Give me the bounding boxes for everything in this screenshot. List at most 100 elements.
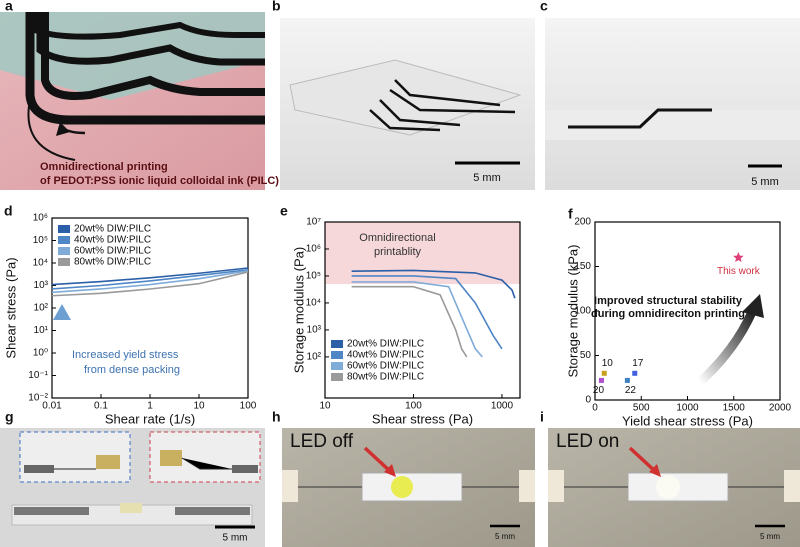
y-tick-label: 150 bbox=[574, 261, 591, 272]
x-tick-label: 0.1 bbox=[94, 401, 108, 412]
point-label: This work bbox=[717, 266, 761, 277]
legend-label: 20wt% DIW:PILC bbox=[347, 339, 424, 350]
legend-label: 40wt% DIW:PILC bbox=[74, 235, 151, 246]
series-line bbox=[351, 285, 468, 358]
panel-label: g bbox=[5, 409, 14, 425]
series-line bbox=[351, 269, 516, 299]
legend-swatch bbox=[58, 258, 70, 266]
x-tick-label: 1000 bbox=[676, 403, 699, 414]
scale-bar-label: 5 mm bbox=[760, 532, 780, 541]
y-tick-label: 10⁻² bbox=[28, 393, 48, 404]
photo-b bbox=[280, 18, 535, 190]
y-tick-label: 10⁴ bbox=[33, 258, 48, 269]
y-tick-label: 10⁶ bbox=[33, 213, 48, 224]
legend-swatch bbox=[331, 340, 343, 348]
series-line bbox=[51, 271, 249, 297]
panel-label: c bbox=[540, 0, 548, 14]
x-tick-label: 2000 bbox=[769, 403, 792, 414]
point bbox=[632, 370, 638, 376]
y-tick-label: 10⁰ bbox=[33, 348, 48, 359]
point-label: 17 bbox=[632, 358, 644, 369]
scale-bar-label: 5 mm bbox=[473, 172, 501, 184]
photo-c bbox=[545, 18, 800, 190]
led-tag: LED off bbox=[290, 431, 354, 452]
legend-swatch bbox=[331, 373, 343, 381]
y-tick-label: 10⁵ bbox=[33, 235, 48, 246]
y-tick-label: 10⁵ bbox=[306, 271, 321, 282]
y-tick-label: 50 bbox=[580, 350, 592, 361]
annotation-arrow bbox=[53, 304, 71, 320]
y-tick-label: 200 bbox=[574, 217, 591, 228]
photo-h bbox=[282, 428, 535, 547]
region bbox=[325, 222, 520, 285]
y-tick-label: 10² bbox=[34, 303, 49, 314]
point-label: 20 bbox=[593, 385, 605, 396]
annotation-arrow bbox=[742, 294, 764, 318]
point-label: 10 bbox=[602, 358, 614, 369]
legend-swatch bbox=[58, 225, 70, 233]
y-axis-label: Storage modulus (Pa) bbox=[291, 247, 306, 373]
point-label: 22 bbox=[625, 385, 637, 396]
x-tick-label: 500 bbox=[633, 403, 650, 414]
series-line bbox=[51, 268, 249, 290]
x-tick-label: 10 bbox=[319, 401, 331, 412]
panel-label: d bbox=[4, 203, 13, 219]
scale-bar-label: 5 mm bbox=[751, 176, 779, 188]
x-axis-label: Shear rate (1/s) bbox=[105, 411, 195, 426]
photo-a bbox=[0, 12, 265, 190]
y-tick-label: 100 bbox=[574, 306, 591, 317]
point bbox=[733, 252, 744, 263]
scale-bar-label: 5 mm bbox=[223, 533, 248, 544]
led-tag: LED on bbox=[556, 431, 619, 452]
point bbox=[601, 370, 607, 376]
x-axis-label: Yield shear stress (Pa) bbox=[622, 413, 753, 428]
y-axis-label: Shear stress (Pa) bbox=[3, 257, 18, 358]
y-tick-label: 10⁷ bbox=[306, 217, 321, 228]
legend-swatch bbox=[331, 351, 343, 359]
plot-frame bbox=[324, 221, 521, 399]
photo-g bbox=[0, 428, 265, 547]
point bbox=[624, 377, 630, 383]
legend-label: 80wt% DIW:PILC bbox=[347, 372, 424, 383]
annotation: during omnidireciton printing bbox=[591, 308, 745, 320]
panel-label: h bbox=[272, 409, 281, 425]
x-tick-label: 100 bbox=[405, 401, 422, 412]
x-tick-label: 100 bbox=[240, 401, 257, 412]
y-tick-label: 10⁶ bbox=[306, 244, 321, 255]
annotation: Improved structural stability bbox=[594, 295, 743, 307]
legend-swatch bbox=[331, 362, 343, 370]
point bbox=[598, 377, 604, 383]
x-tick-label: 1500 bbox=[723, 403, 746, 414]
y-axis-label: Storage modulus (kPa) bbox=[565, 245, 580, 378]
y-tick-label: 10² bbox=[307, 352, 322, 363]
region-label: printablity bbox=[374, 246, 422, 258]
x-axis-label: Shear stress (Pa) bbox=[372, 411, 473, 426]
y-tick-label: 10⁴ bbox=[306, 298, 321, 309]
caption: Omnidirectional printing bbox=[40, 161, 168, 173]
x-tick-label: 0 bbox=[592, 403, 598, 414]
panel-label: e bbox=[280, 203, 288, 219]
panel-label: f bbox=[568, 206, 573, 222]
photo-i bbox=[548, 428, 800, 547]
panel-label: b bbox=[272, 0, 281, 14]
scale-bar-label: 5 mm bbox=[495, 532, 515, 541]
legend-swatch bbox=[58, 236, 70, 244]
legend-label: 40wt% DIW:PILC bbox=[347, 350, 424, 361]
x-tick-label: 1 bbox=[147, 401, 153, 412]
x-tick-label: 0.01 bbox=[42, 401, 62, 412]
series-line bbox=[351, 281, 483, 358]
x-tick-label: 10 bbox=[193, 401, 205, 412]
legend-label: 60wt% DIW:PILC bbox=[347, 361, 424, 372]
caption: of PEDOT:PSS ionic liquid colloidal ink … bbox=[40, 175, 279, 187]
y-tick-label: 10¹ bbox=[34, 325, 49, 336]
annotation-arrow bbox=[696, 310, 757, 386]
panel-label: i bbox=[540, 409, 544, 425]
y-tick-label: 10³ bbox=[34, 280, 49, 291]
annotation: Increased yield stress bbox=[72, 349, 179, 361]
legend-swatch bbox=[58, 247, 70, 255]
legend-label: 60wt% DIW:PILC bbox=[74, 246, 151, 257]
series-line bbox=[51, 267, 249, 286]
panel-label: a bbox=[5, 0, 13, 14]
series-line bbox=[51, 270, 249, 294]
